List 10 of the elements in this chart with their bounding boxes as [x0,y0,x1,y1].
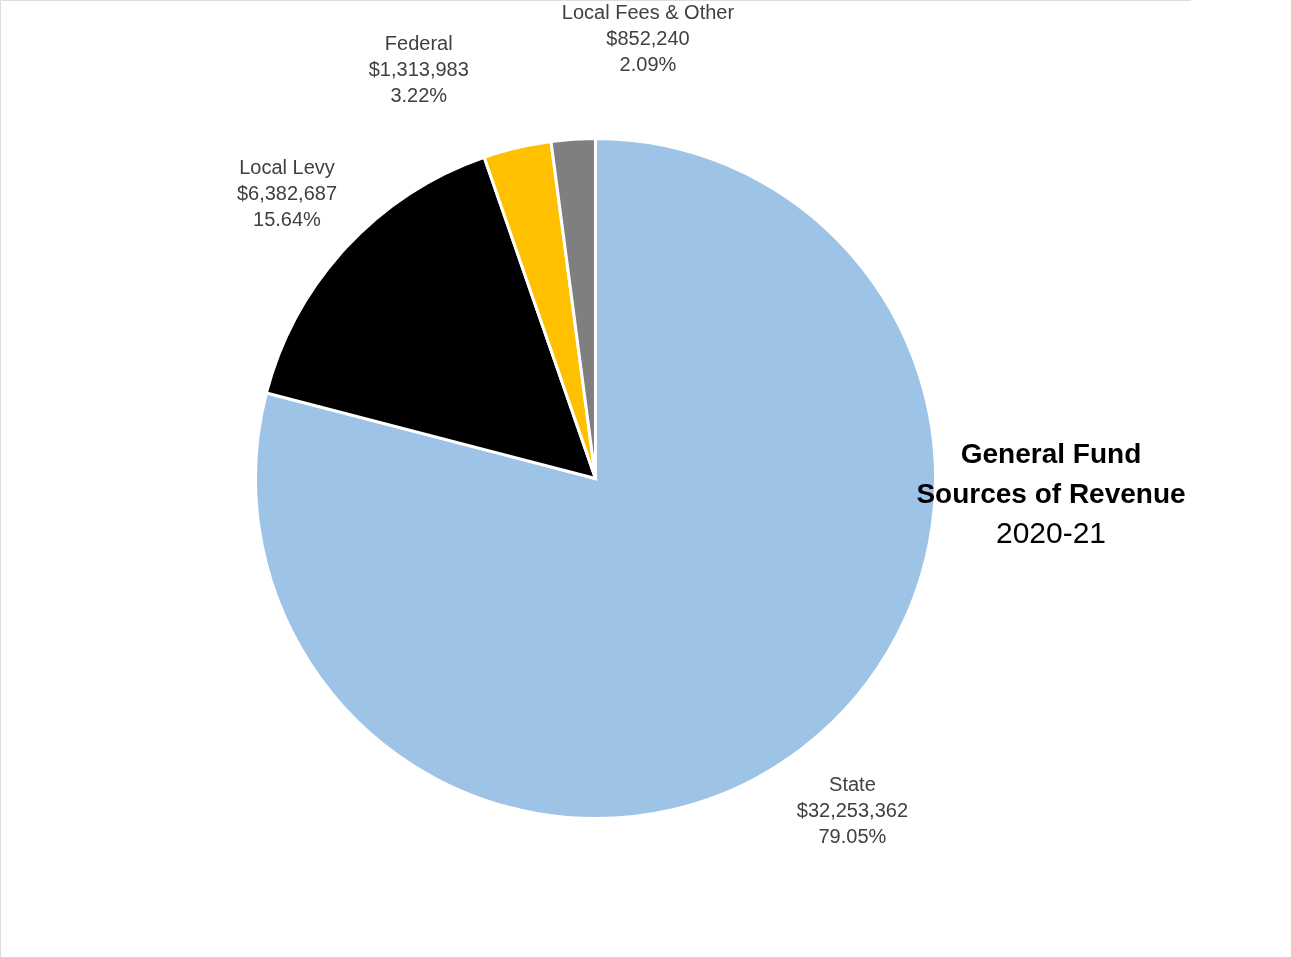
data-label: $6,382,687 15.64% [236,181,338,230]
slice-label: Local Fees & Other [561,1,735,24]
data-label: $852,240 2.09% [606,27,690,76]
data-label: $32,253,362 79.05% [796,798,909,847]
slice-label: State [829,772,876,795]
text: General Fund Sources of Revenue [916,437,1186,509]
data-label: $1,313,983 3.22% [368,57,469,106]
text: 2020-21 [995,515,1107,549]
slice-label: Local Levy [239,155,335,178]
slice-label: Federal [384,31,453,54]
